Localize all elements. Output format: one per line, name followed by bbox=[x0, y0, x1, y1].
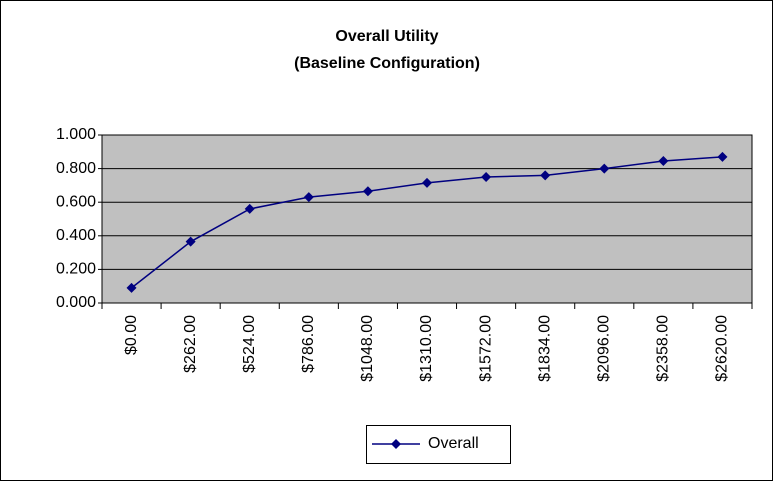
plot-border bbox=[101, 134, 753, 304]
x-tick-label: $2096.00 bbox=[595, 315, 612, 382]
y-tick-label: 0.400 bbox=[56, 227, 96, 244]
y-tick-label: 1.000 bbox=[56, 126, 96, 143]
marker bbox=[481, 172, 492, 182]
y-tick-label: 0.000 bbox=[56, 294, 96, 311]
x-tick-label: $524.00 bbox=[241, 315, 258, 373]
marker bbox=[362, 186, 373, 197]
marker bbox=[126, 282, 137, 293]
y-tick-label: 0.800 bbox=[56, 160, 96, 177]
chart-title: Overall Utility bbox=[335, 28, 438, 45]
plot-area bbox=[102, 135, 752, 303]
x-tick-label: $1048.00 bbox=[359, 315, 376, 382]
x-tick-label: $262.00 bbox=[182, 315, 199, 373]
x-tick-label: $0.00 bbox=[123, 315, 140, 355]
legend-label: Overall bbox=[428, 435, 479, 452]
marker bbox=[422, 177, 432, 188]
marker bbox=[717, 151, 728, 162]
x-tick-label: $1572.00 bbox=[477, 315, 494, 382]
marker bbox=[185, 236, 196, 247]
marker bbox=[599, 163, 610, 174]
x-tick-label: $2358.00 bbox=[655, 315, 672, 382]
marker bbox=[540, 170, 551, 181]
marker bbox=[658, 156, 669, 167]
x-tick-label: $1834.00 bbox=[536, 315, 553, 382]
marker bbox=[303, 192, 314, 203]
x-tick-label: $2620.00 bbox=[714, 315, 731, 382]
y-tick-label: 0.200 bbox=[56, 261, 96, 278]
marker bbox=[244, 203, 255, 214]
chart-title: (Baseline Configuration) bbox=[294, 55, 480, 72]
x-tick-label: $1310.00 bbox=[418, 315, 435, 382]
y-tick-label: 0.600 bbox=[56, 193, 96, 210]
x-tick-label: $786.00 bbox=[300, 315, 317, 373]
legend-marker bbox=[391, 439, 401, 449]
